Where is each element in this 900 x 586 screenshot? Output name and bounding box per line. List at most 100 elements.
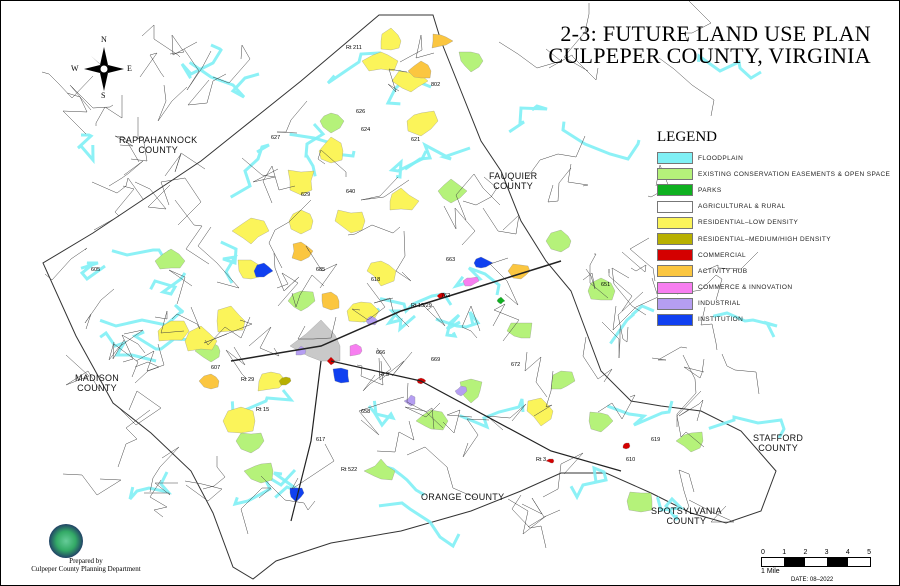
route-label: 640 [346,189,355,195]
road [44,247,88,281]
legend-swatch [657,184,693,197]
floodplain-stream [606,400,674,427]
floodplain-stream [79,261,106,282]
floodplain-stream [508,104,548,134]
route-label: 672 [511,362,520,368]
road [273,252,300,292]
floodplain-stream [569,465,608,501]
road [149,479,168,518]
route-label: 651 [601,282,610,288]
road [157,84,188,122]
road [688,499,735,523]
industrial [454,385,468,397]
road [114,135,140,163]
legend-item: COMMERCIAL [657,247,890,263]
legend-item: EXISTING CONSERVATION EASEMENTS & OPEN S… [657,166,890,182]
conservation-easement [675,431,704,453]
route-label: Rt 15/29 [411,303,432,309]
road [154,310,185,334]
road [91,177,144,200]
residential-medium-high [278,376,292,386]
road [406,382,435,430]
road [486,403,527,431]
road [69,84,114,111]
legend-item: ACTIVITY HUB [657,263,890,279]
road [373,297,410,328]
legend-swatch [657,233,693,246]
highway-rt-3 [330,360,622,472]
floodplain-stream [452,266,501,296]
residential-low-density [157,320,190,342]
route-label: 621 [411,137,420,143]
road [678,399,704,422]
legend-swatch [657,265,693,278]
institution [332,367,350,384]
road [721,353,760,395]
residential-low-density [366,260,397,287]
commercial [545,458,555,464]
road [542,452,584,498]
conservation-easement [235,432,265,454]
road [203,319,253,344]
road [455,173,501,221]
road [589,253,609,299]
road [202,456,226,490]
residential-low-density [287,169,315,196]
map-subtitle: CULPEPER COUNTY, VIRGINIA [548,43,871,68]
prepared-by-line1: Prepared by [69,557,103,565]
road [174,199,210,265]
road [421,303,446,327]
road [108,329,144,361]
institution [473,256,494,269]
scale-tick: 0 [761,549,765,556]
activity-hub [291,241,314,262]
legend-item: AGRICULTURAL & RURAL [657,199,890,215]
road [612,277,659,331]
road [533,370,554,417]
route-label: 663 [446,257,455,263]
route-label: 617 [316,437,325,443]
institution [253,262,274,278]
road [406,446,477,499]
activity-hub [407,60,432,79]
road [621,251,647,273]
road [317,149,347,177]
road [95,95,123,126]
conservation-easement [587,277,616,301]
route-label: 618 [371,277,380,283]
road [171,306,201,330]
road [700,306,718,351]
road [676,390,705,448]
road [683,358,705,379]
road [376,420,415,453]
residential-low-density [231,217,270,245]
route-label: 605 [91,267,100,273]
road [524,351,548,398]
residential-low-density [380,27,402,51]
conservation-easement [319,112,345,134]
road [117,409,151,468]
floodplain-stream [712,311,778,338]
road [187,73,227,106]
floodplain-stream [561,121,641,161]
road [93,185,135,231]
route-label: 666 [376,350,385,356]
conservation-easement [287,290,316,312]
residential-low-density [334,209,366,234]
legend-label: COMMERCE & INNOVATION [698,284,793,292]
scale-tick: 1 [782,549,787,556]
road [241,157,279,183]
floodplain-stream [149,272,187,296]
road [62,473,122,496]
road [395,230,412,282]
conservation-easement [458,51,484,73]
road [149,446,180,493]
highway-rt-15-29 [230,260,562,362]
residential-low-density [257,371,287,392]
county-seal-icon [49,524,83,558]
road [526,135,586,179]
floodplain-stream [220,240,238,284]
prepared-by-line2: Culpeper County Planning Department [31,565,141,573]
legend-label: FLOODPLAIN [698,154,744,162]
route-label: 624 [361,127,370,133]
